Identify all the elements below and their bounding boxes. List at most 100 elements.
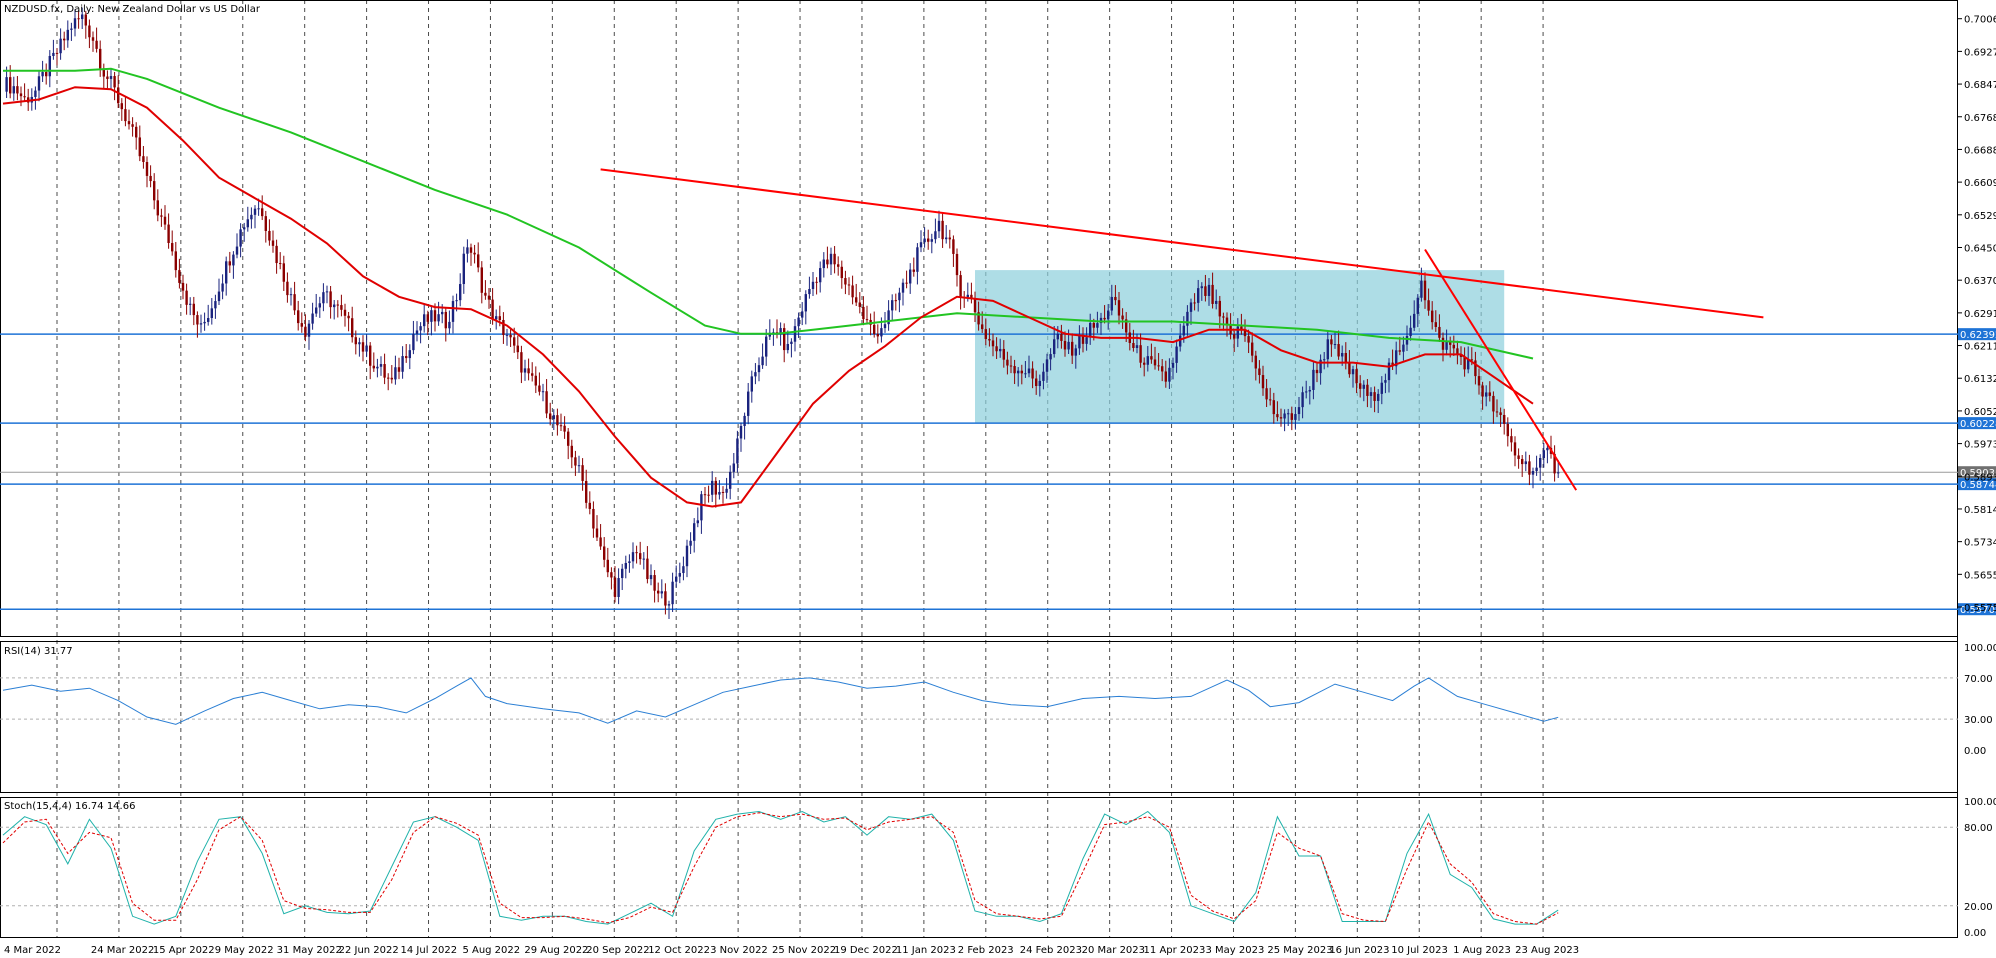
candle-body bbox=[1276, 414, 1279, 418]
candle-body bbox=[1474, 360, 1477, 377]
time-tick-label: 20 Sep 2022 bbox=[586, 945, 649, 956]
candle-body bbox=[217, 291, 221, 302]
candle-body bbox=[16, 86, 19, 94]
candle-body bbox=[1233, 334, 1236, 339]
candle-body bbox=[1204, 286, 1207, 296]
candle-body bbox=[167, 224, 170, 244]
candle-body bbox=[1531, 471, 1535, 475]
candle-body bbox=[531, 373, 534, 376]
candle-body bbox=[1420, 280, 1423, 298]
candle-body bbox=[361, 342, 365, 352]
candle-body bbox=[1546, 447, 1549, 451]
candle-body bbox=[1060, 333, 1063, 341]
candle-body bbox=[556, 415, 559, 426]
candle-body bbox=[1528, 461, 1531, 475]
trendline[interactable] bbox=[600, 168, 1764, 319]
trendlines[interactable] bbox=[600, 168, 1764, 491]
level-price-tag-text: 0.59034 bbox=[1960, 468, 1996, 479]
candle-body bbox=[1006, 359, 1009, 366]
candle-body bbox=[984, 329, 987, 339]
candle-body bbox=[1081, 335, 1085, 344]
candle-body bbox=[981, 324, 984, 330]
candle-body bbox=[127, 121, 131, 125]
candle-body bbox=[657, 590, 660, 594]
candle-body bbox=[451, 301, 455, 322]
candle-body bbox=[851, 285, 854, 298]
candle-body bbox=[1323, 359, 1326, 361]
candle-body bbox=[1243, 330, 1247, 337]
candle-body bbox=[1074, 348, 1077, 356]
candle-body bbox=[1449, 340, 1452, 345]
candle-body bbox=[138, 137, 141, 157]
candle-body bbox=[325, 291, 329, 293]
stoch-levels bbox=[0, 826, 1958, 907]
candle-body bbox=[1315, 369, 1319, 374]
candle-body bbox=[189, 303, 192, 305]
candle-body bbox=[1071, 341, 1074, 356]
candle-body bbox=[1380, 382, 1383, 394]
stoch-tick-label: 80.00 bbox=[1964, 823, 1993, 834]
candle-body bbox=[613, 577, 617, 597]
candle-body bbox=[1279, 417, 1283, 419]
candle-body bbox=[444, 311, 447, 329]
candle-body bbox=[934, 231, 937, 240]
candle-body bbox=[243, 227, 246, 230]
candle-body bbox=[1186, 311, 1189, 326]
candle-body bbox=[693, 523, 696, 541]
candle-body bbox=[721, 491, 725, 493]
candle-body bbox=[369, 345, 372, 366]
candle-body bbox=[293, 294, 296, 311]
candle-body bbox=[1539, 458, 1542, 468]
candle-body bbox=[804, 294, 807, 312]
candle-body bbox=[1261, 375, 1265, 389]
candle-body bbox=[279, 263, 282, 265]
level-price-tag-text: 0.58744 bbox=[1960, 480, 1996, 491]
candle-body bbox=[837, 264, 840, 267]
candle-body bbox=[624, 562, 627, 569]
candle-body bbox=[239, 229, 242, 247]
candle-body bbox=[59, 38, 62, 54]
candle-body bbox=[862, 306, 865, 320]
time-tick-label: 2 Feb 2023 bbox=[958, 945, 1014, 956]
candle-body bbox=[1114, 296, 1117, 301]
candle-body bbox=[1139, 345, 1142, 363]
candle-body bbox=[801, 311, 804, 318]
candle-body bbox=[1553, 453, 1556, 474]
stoch-tick-label: 20.00 bbox=[1964, 902, 1993, 913]
level-price-tag bbox=[1958, 417, 1996, 430]
candle-body bbox=[1290, 413, 1293, 420]
candle-body bbox=[635, 552, 638, 554]
candle-body bbox=[12, 86, 15, 94]
trendline[interactable] bbox=[1424, 248, 1578, 491]
candle-body bbox=[23, 96, 26, 98]
candle-body bbox=[487, 295, 491, 300]
stoch-tick-label: 100.00 bbox=[1964, 797, 1996, 808]
candle-body bbox=[415, 330, 419, 334]
candle-body bbox=[1438, 326, 1441, 338]
candle-body bbox=[639, 553, 642, 560]
candle-body bbox=[1161, 366, 1164, 372]
candle-body bbox=[739, 425, 743, 439]
candle-body bbox=[181, 282, 185, 291]
candle-body bbox=[318, 303, 321, 308]
time-tick-label: 20 Mar 2023 bbox=[1082, 945, 1145, 956]
candle-body bbox=[729, 471, 732, 489]
candle-body bbox=[347, 315, 350, 319]
candle-body bbox=[1294, 414, 1297, 420]
candle-body bbox=[178, 270, 181, 283]
candle-body bbox=[45, 72, 48, 77]
candle-body bbox=[70, 28, 73, 30]
stoch-signal-line bbox=[2, 812, 1559, 925]
horizontal-levels[interactable] bbox=[0, 333, 1958, 610]
candle-body bbox=[41, 72, 44, 77]
candle-body bbox=[761, 356, 764, 366]
candle-body bbox=[577, 465, 581, 467]
candle-body bbox=[1492, 395, 1495, 412]
candle-body bbox=[783, 328, 786, 351]
candle-body bbox=[390, 377, 393, 380]
candle-body bbox=[1207, 284, 1211, 296]
candle-body bbox=[1013, 366, 1016, 374]
